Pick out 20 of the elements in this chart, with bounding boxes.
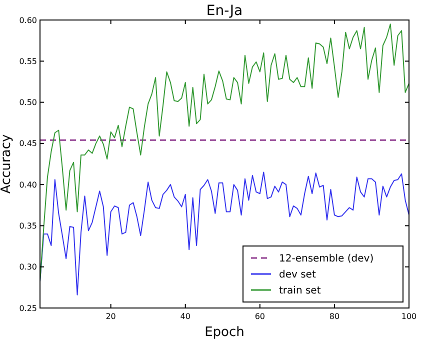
x-tick-label: 60 <box>254 312 266 321</box>
line-series <box>40 172 410 296</box>
legend-label: dev set <box>279 270 316 280</box>
y-tick-label: 0.45 <box>19 139 37 148</box>
legend-label: 12-ensemble (dev) <box>279 254 374 264</box>
y-tick-label: 0.30 <box>19 262 37 272</box>
legend-label: train set <box>279 286 321 296</box>
x-tick-label: 80 <box>329 312 340 321</box>
x-axis-title: Epoch <box>204 325 244 340</box>
x-tick-label: 40 <box>180 312 190 321</box>
y-tick-label: 0.60 <box>19 16 37 25</box>
y-tick-label: 0.55 <box>19 56 37 66</box>
y-tick-label: 0.25 <box>19 304 37 313</box>
x-tick-label: 100 <box>401 312 417 321</box>
y-tick-label: 0.40 <box>19 180 37 190</box>
chart-title: En-Ja <box>206 3 243 19</box>
x-tick-label: 20 <box>106 312 116 321</box>
y-axis-title: Accuracy <box>0 134 14 194</box>
y-tick-label: 0.35 <box>19 222 37 231</box>
y-tick-label: 0.50 <box>19 98 37 108</box>
